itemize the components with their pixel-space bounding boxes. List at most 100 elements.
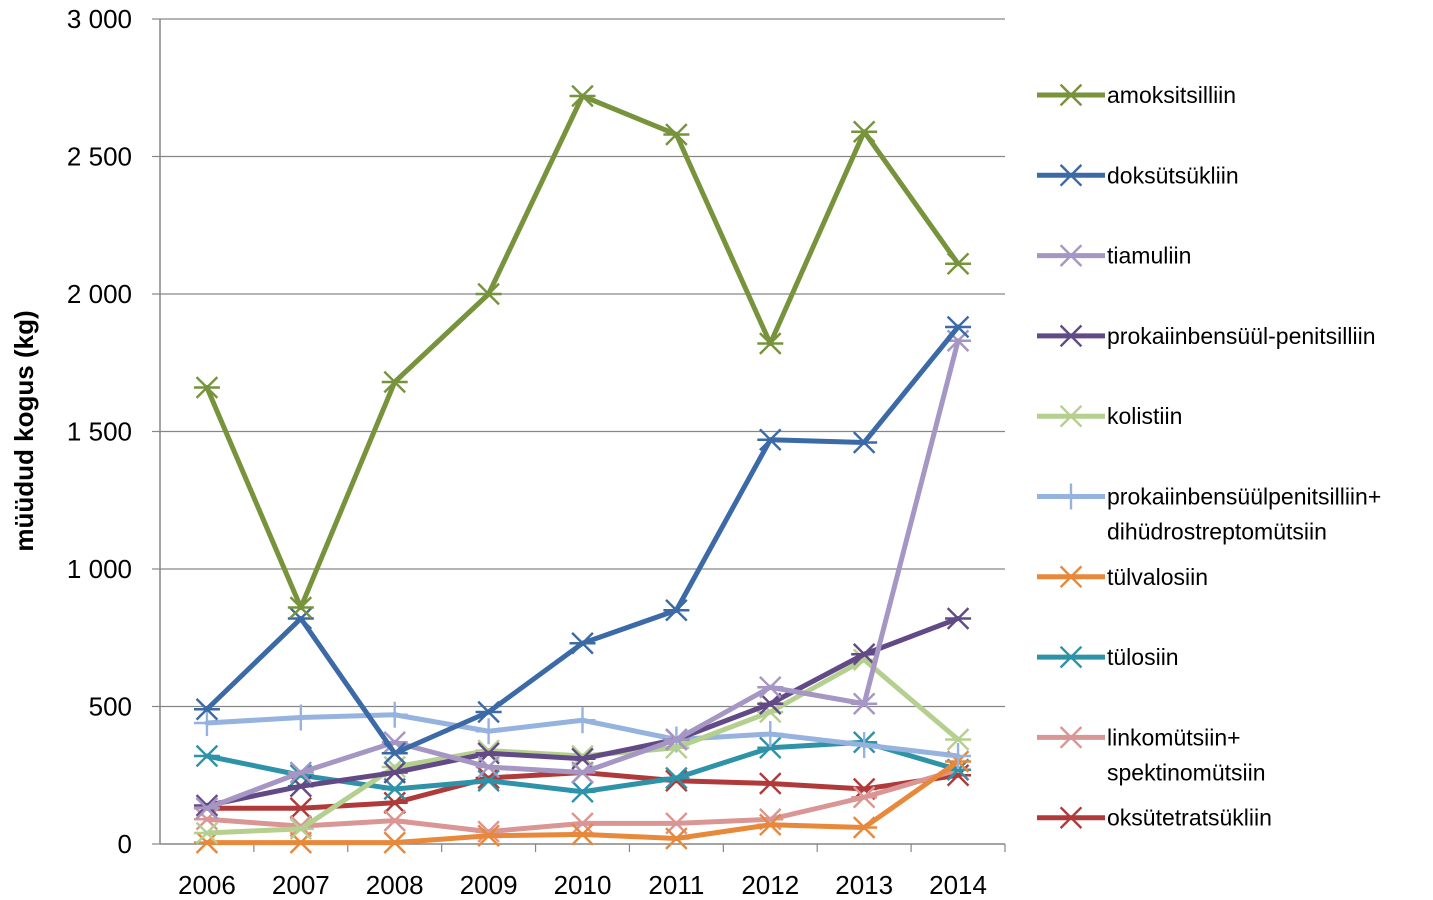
data-point xyxy=(757,428,784,451)
data-point xyxy=(945,252,972,275)
data-point xyxy=(193,376,220,399)
series-line xyxy=(204,338,961,811)
legend-marker xyxy=(1058,483,1084,510)
data-point xyxy=(663,827,690,850)
data-point xyxy=(851,120,878,143)
data-point xyxy=(945,743,972,769)
legend-item: prokaiinbensüül-penitsilliin xyxy=(1037,323,1376,349)
data-point xyxy=(287,704,314,731)
data-point xyxy=(475,739,502,762)
x-tick-label: 2012 xyxy=(741,870,799,900)
legend-marker xyxy=(1058,244,1084,267)
data-point xyxy=(569,632,596,655)
data-point xyxy=(475,282,502,306)
x-tick-labels: 2006 2007 2008 2009 2010 2011 2012 2013 2014 xyxy=(178,870,987,900)
legend-marker xyxy=(1058,404,1084,428)
legend-marker xyxy=(1058,726,1084,749)
y-tick-labels: 0 500 1 000 1 500 2 000 2 500 3 000 xyxy=(67,4,132,859)
x-tick-label: 2006 xyxy=(178,870,236,900)
data-point xyxy=(945,728,972,751)
legend-item: prokaiinbensüülpenitsilliin+ dihüdrostrep… xyxy=(1037,483,1381,545)
data-point xyxy=(193,808,220,831)
legend-label: dihüdrostreptomütsiin xyxy=(1107,519,1327,545)
series-line xyxy=(204,324,961,756)
series-tulvalosiin xyxy=(193,750,972,854)
legend-label: oksütetratsükliin xyxy=(1107,805,1272,831)
series-amoksitsilliin xyxy=(193,84,972,619)
series xyxy=(193,84,972,854)
legend-item: tiamuliin xyxy=(1037,243,1191,269)
legend-label: tülvalosiin xyxy=(1107,564,1208,590)
legend-item: tülosiin xyxy=(1037,644,1179,670)
data-point xyxy=(757,692,784,715)
data-point xyxy=(193,710,220,736)
legend-item: doksütsükliin xyxy=(1037,162,1239,188)
data-point xyxy=(287,607,314,630)
data-point xyxy=(757,332,784,355)
y-tick-label: 0 xyxy=(118,829,132,859)
data-point xyxy=(569,780,596,803)
data-point xyxy=(851,431,878,454)
data-point xyxy=(851,692,878,715)
legend-item: linkomütsiin+ spektinomütsiin xyxy=(1037,724,1266,785)
data-point xyxy=(851,786,878,809)
legend-item: kolistiin xyxy=(1037,403,1182,429)
y-tick-label: 1 500 xyxy=(67,417,132,447)
data-point xyxy=(381,831,408,854)
data-point xyxy=(569,812,596,835)
data-point xyxy=(851,732,878,758)
legend-label: linkomütsiin+ xyxy=(1107,724,1241,750)
data-point xyxy=(569,84,596,108)
x-tick-label: 2009 xyxy=(460,870,518,900)
data-point xyxy=(287,596,314,619)
data-point xyxy=(663,123,690,146)
legend-label: tiamuliin xyxy=(1107,243,1191,269)
legend-marker xyxy=(1058,83,1084,107)
data-point xyxy=(757,721,784,747)
legend-item: oksütetratsükliin xyxy=(1037,805,1272,831)
x-tick-label: 2014 xyxy=(929,870,987,900)
legend-label: prokaiinbensüül-penitsilliin xyxy=(1107,323,1376,349)
data-point xyxy=(569,761,596,784)
y-axis-title: müüdud kogus (kg) xyxy=(9,310,39,551)
data-point xyxy=(475,766,502,790)
data-point xyxy=(757,772,784,795)
data-point xyxy=(381,742,408,765)
y-tick-label: 500 xyxy=(89,692,132,722)
data-point xyxy=(757,736,784,759)
data-point xyxy=(287,817,314,841)
gridlines xyxy=(152,18,1006,852)
data-point xyxy=(475,700,502,724)
data-point xyxy=(663,728,690,751)
data-point xyxy=(475,718,502,745)
legend-marker xyxy=(1058,565,1084,589)
data-point xyxy=(193,744,220,768)
data-point xyxy=(193,797,220,820)
legend-marker xyxy=(1058,324,1084,348)
data-point xyxy=(381,809,408,832)
legend-item: amoksitsilliin xyxy=(1037,82,1236,108)
data-point xyxy=(757,676,784,699)
series-line xyxy=(204,93,961,610)
data-point xyxy=(193,821,220,845)
data-point xyxy=(851,643,878,666)
x-tick-label: 2011 xyxy=(648,870,704,900)
y-tick-label: 1 000 xyxy=(67,554,132,584)
x-tick-label: 2013 xyxy=(835,870,893,900)
y-tick-label: 2 000 xyxy=(67,279,132,309)
data-point xyxy=(381,701,408,728)
series-doksutsukliin xyxy=(193,315,972,765)
data-point xyxy=(757,813,784,836)
data-point xyxy=(287,797,314,820)
data-point xyxy=(569,707,596,734)
legend-label: prokaiinbensüülpenitsilliin+ xyxy=(1107,484,1381,510)
legend-marker xyxy=(1058,645,1084,669)
data-point xyxy=(381,761,408,784)
data-point xyxy=(569,823,596,846)
data-point xyxy=(193,698,220,721)
series-tiamuliin xyxy=(193,329,972,820)
legend-label: kolistiin xyxy=(1107,403,1182,429)
legend-label: spektinomütsiin xyxy=(1107,759,1266,785)
data-point xyxy=(287,761,314,784)
